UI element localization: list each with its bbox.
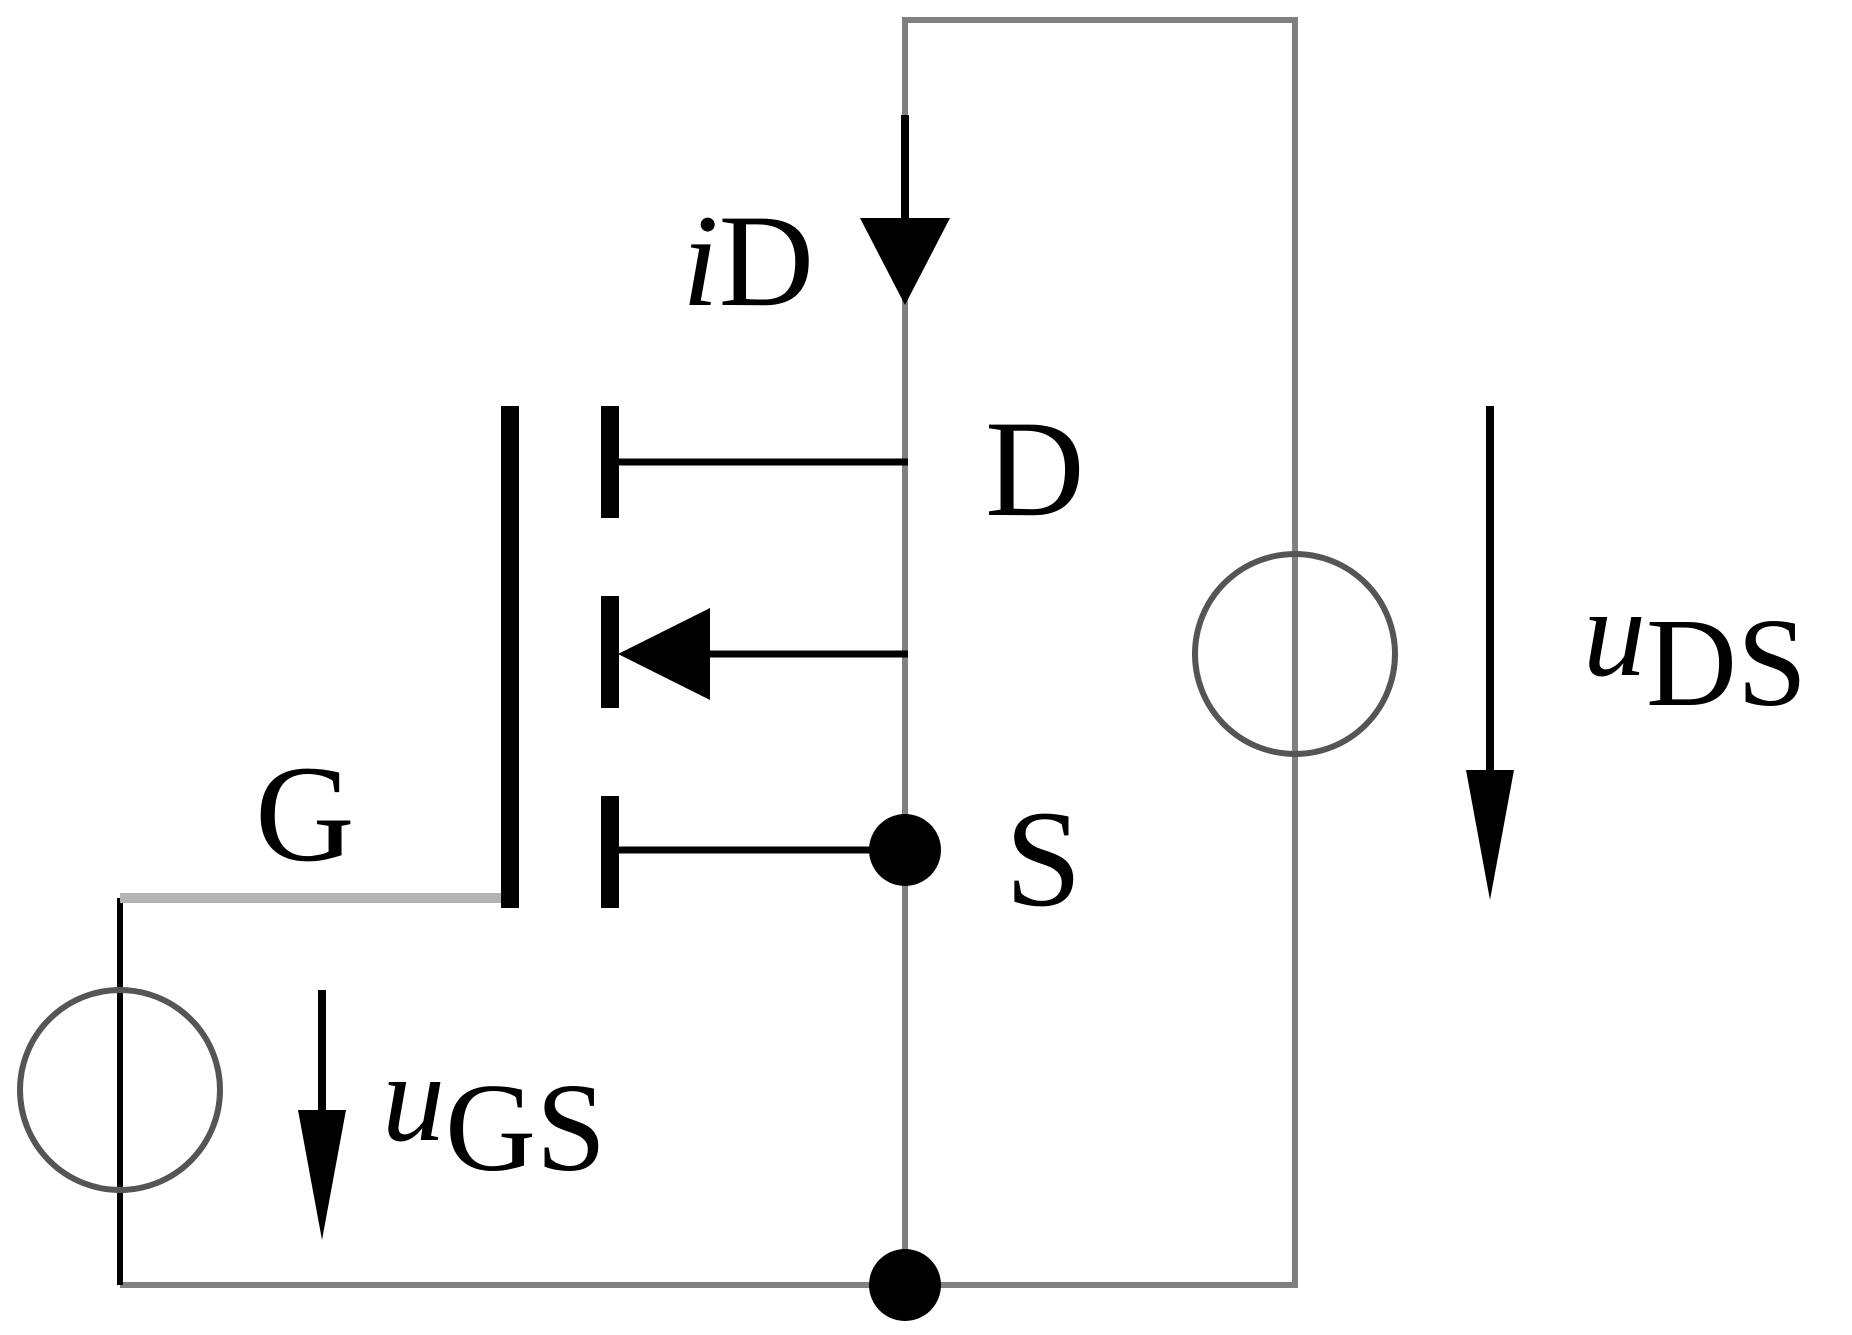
drain-current-label: iD [682, 187, 814, 334]
uds-arrow-head [1466, 770, 1514, 900]
drain-source-voltage-label: uDS [1583, 564, 1807, 733]
uds-subscript: DS [1646, 594, 1807, 733]
drain-label: D [985, 392, 1085, 545]
source-label: S [1005, 782, 1082, 935]
ugs-subscript: GS [445, 1059, 606, 1198]
source-node [869, 814, 941, 886]
gate-voltage-source [17, 987, 223, 1193]
drain-supply-wire [902, 17, 1298, 1285]
gate-label: G [255, 737, 355, 890]
drain-current-subscript: D [719, 187, 814, 334]
ugs-arrow-head [298, 1110, 346, 1240]
body-arrow [618, 608, 710, 700]
uds-symbol: u [1583, 564, 1646, 703]
drain-voltage-source [1192, 551, 1398, 757]
ground-node [869, 1249, 941, 1321]
ugs-symbol: u [382, 1029, 445, 1168]
drain-current-symbol: i [682, 187, 719, 334]
drain-current-arrow-head [860, 218, 950, 305]
gate-source-voltage-label: uGS [382, 1029, 606, 1198]
